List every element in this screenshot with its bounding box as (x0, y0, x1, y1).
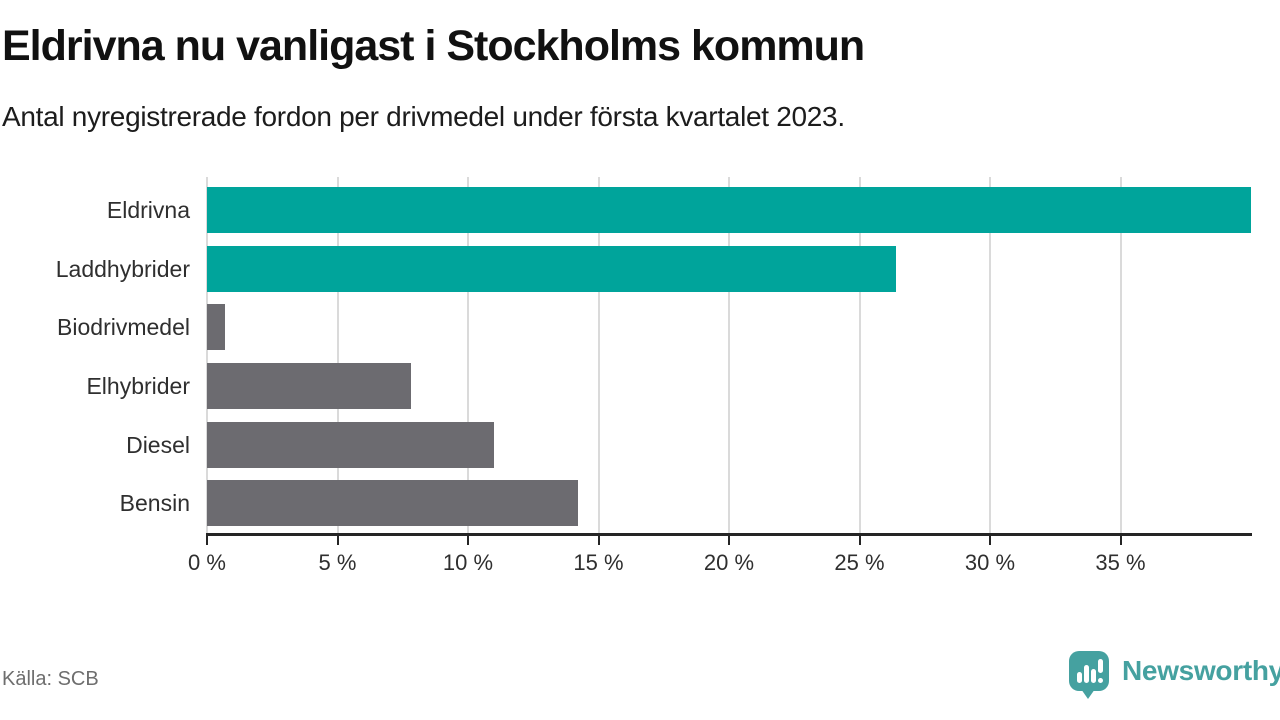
source-note: Källa: SCB (2, 668, 99, 690)
gridline (597, 177, 600, 533)
x-axis-tick (989, 535, 991, 545)
brand-logo: Newsworthy (1068, 650, 1280, 700)
x-axis-tick-label: 30 % (964, 550, 1016, 575)
gridline (728, 177, 730, 533)
x-axis-tick (206, 535, 208, 545)
brand-name: Newsworthy (1122, 655, 1280, 686)
x-axis-tick (858, 535, 861, 545)
bar-chart: Eldrivna Laddhybrider Biodrivmedel Elhybrid… (55, 177, 1252, 575)
chart-title: Eldrivna nu vanligast i Stockholms kommu… (2, 22, 865, 70)
x-axis-tick (597, 535, 600, 545)
x-axis-tick (728, 535, 730, 545)
x-axis-tick (1119, 535, 1122, 545)
gridline (989, 177, 991, 533)
x-axis-tick-label: 10 % (442, 550, 494, 575)
category-label: Laddhybrider (55, 255, 190, 282)
bar-elhybrider (207, 362, 411, 409)
x-axis-tick-label: 20 % (703, 550, 755, 575)
category-label: Eldrivna (106, 197, 190, 223)
category-label: Diesel (126, 431, 190, 458)
category-label: Biodrivmedel (57, 314, 190, 341)
x-axis-tick-label: 5 % (318, 550, 357, 575)
x-axis-tick-label: 35 % (1095, 550, 1146, 575)
bar-eldrivna (207, 187, 1251, 233)
bar-diesel (207, 421, 495, 468)
x-axis-tick-label: 25 % (834, 550, 885, 575)
gridline (467, 177, 469, 533)
bar-biodrivmedel (207, 304, 226, 351)
x-axis-tick-label: 15 % (573, 550, 624, 575)
bar-bensin (207, 480, 578, 527)
chart-subtitle: Antal nyregistrerade fordon per drivmede… (2, 101, 845, 132)
gridline (858, 177, 861, 533)
x-axis-line (206, 533, 1252, 536)
bar-laddhybrider (207, 245, 897, 292)
x-axis-tick-label: 0 % (188, 550, 226, 575)
x-axis-tick (336, 535, 339, 545)
gridline (1119, 177, 1122, 533)
category-label: Bensin (119, 490, 190, 517)
category-label: Elhybrider (86, 372, 190, 399)
x-axis-tick (467, 535, 469, 545)
newsworthy-logo-icon (1069, 651, 1109, 699)
gridline (206, 177, 208, 533)
gridline (336, 177, 339, 533)
